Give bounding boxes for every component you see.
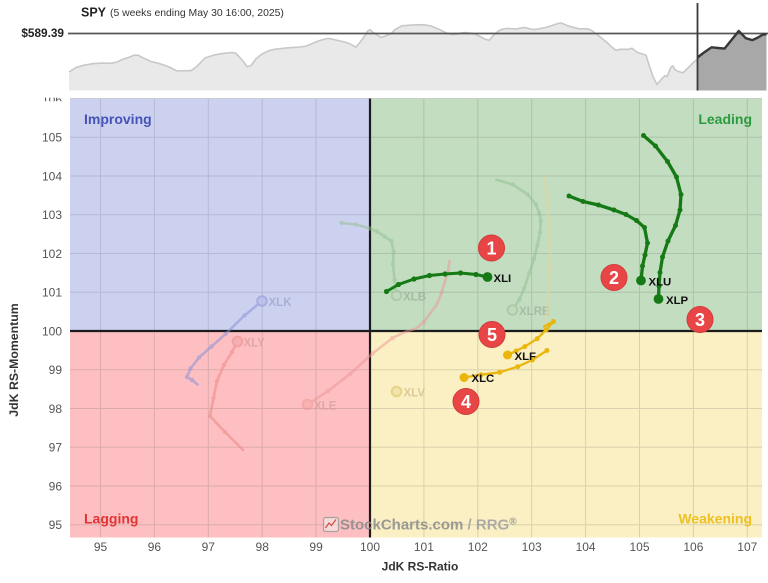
svg-text:SPY: SPY	[81, 6, 107, 20]
svg-text:XLC: XLC	[472, 373, 495, 385]
svg-text:4: 4	[461, 392, 471, 412]
svg-text:XLF: XLF	[515, 351, 537, 363]
svg-text:102: 102	[468, 540, 488, 554]
svg-text:97: 97	[202, 540, 216, 554]
svg-text:98: 98	[256, 540, 270, 554]
svg-text:95: 95	[49, 518, 63, 532]
svg-text:2: 2	[609, 268, 619, 288]
svg-text:105: 105	[42, 131, 62, 145]
svg-text:99: 99	[309, 540, 323, 554]
svg-text:96: 96	[49, 479, 63, 493]
svg-text:99: 99	[49, 363, 63, 377]
svg-text:105: 105	[629, 540, 649, 554]
svg-text:5: 5	[487, 325, 497, 345]
svg-text:97: 97	[49, 441, 63, 455]
svg-text:JdK RS-Ratio: JdK RS-Ratio	[382, 560, 459, 574]
svg-text:StockCharts.com / RRG®: StockCharts.com / RRG®	[340, 517, 517, 534]
svg-text:101: 101	[42, 286, 62, 300]
svg-text:XLV: XLV	[404, 388, 426, 400]
svg-text:Lagging: Lagging	[84, 511, 138, 527]
svg-text:96: 96	[148, 540, 162, 554]
svg-text:Leading: Leading	[698, 111, 752, 127]
svg-text:1: 1	[486, 238, 496, 258]
svg-text:106: 106	[683, 540, 703, 554]
svg-text:103: 103	[42, 208, 62, 222]
svg-text:106: 106	[42, 93, 62, 107]
svg-text:95: 95	[94, 540, 108, 554]
svg-text:Weakening: Weakening	[678, 511, 752, 527]
svg-text:Improving: Improving	[84, 111, 152, 127]
svg-text:98: 98	[49, 402, 63, 416]
svg-text:XLB: XLB	[403, 292, 426, 304]
svg-text:XLU: XLU	[649, 276, 672, 288]
svg-text:(5 weeks ending May 30 16:00,: (5 weeks ending May 30 16:00, 2025)	[110, 8, 284, 19]
svg-text:104: 104	[576, 540, 596, 554]
svg-text:101: 101	[414, 540, 434, 554]
svg-text:103: 103	[522, 540, 542, 554]
svg-text:XLY: XLY	[244, 338, 266, 350]
svg-text:3: 3	[695, 310, 705, 330]
svg-text:XLE: XLE	[314, 401, 337, 413]
svg-text:100: 100	[42, 324, 62, 338]
svg-text:100: 100	[360, 540, 380, 554]
svg-text:$589.39: $589.39	[21, 26, 64, 40]
svg-text:102: 102	[42, 247, 62, 261]
svg-text:XLI: XLI	[494, 273, 512, 285]
svg-text:XLP: XLP	[666, 295, 689, 307]
svg-text:XLK: XLK	[269, 297, 293, 309]
svg-text:107: 107	[737, 540, 757, 554]
svg-text:JdK RS-Momentum: JdK RS-Momentum	[7, 303, 21, 416]
svg-text:XLRE: XLRE	[519, 306, 550, 318]
svg-text:104: 104	[42, 169, 62, 183]
